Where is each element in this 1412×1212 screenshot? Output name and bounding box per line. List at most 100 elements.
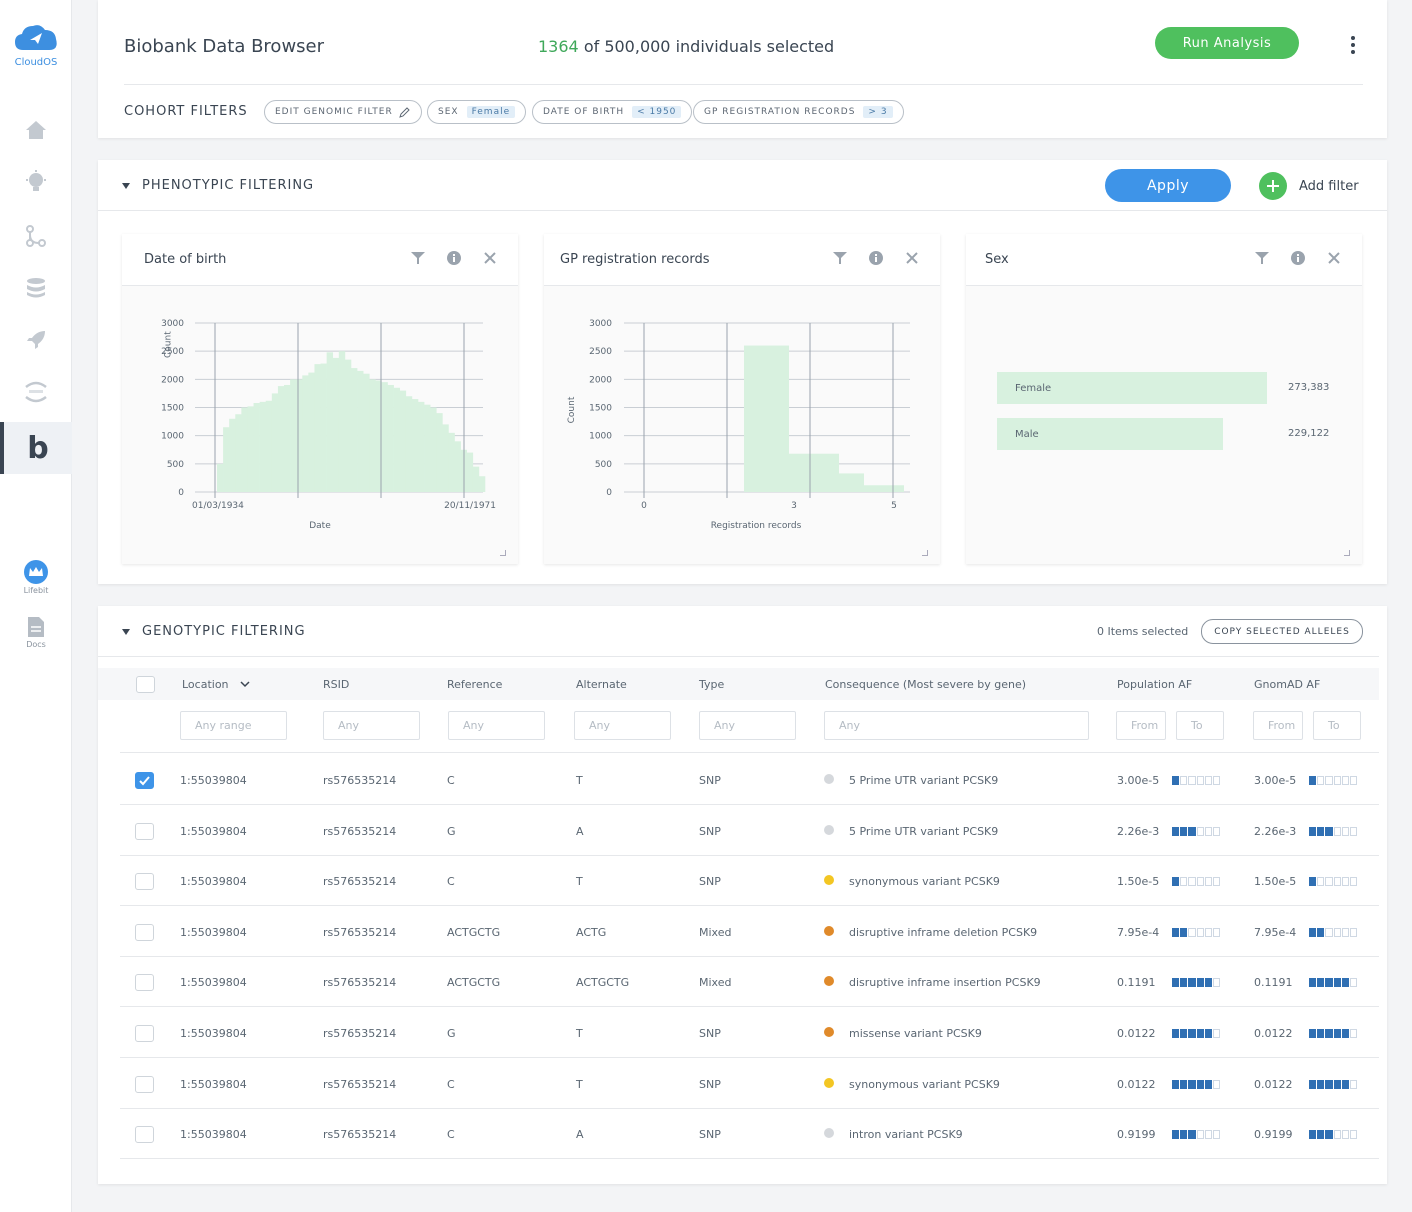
cloudos-logo[interactable]: CloudOS	[10, 22, 62, 68]
col-consequence[interactable]: Consequence (Most severe by gene)	[825, 678, 1027, 691]
consequence-filter-input[interactable]: Any	[824, 711, 1089, 740]
y-tick-label: 0	[606, 488, 612, 498]
row-checkbox[interactable]	[135, 822, 154, 840]
resize-handle-icon[interactable]	[1344, 550, 1350, 556]
pencil-icon	[398, 107, 410, 118]
cell-alt: T	[576, 875, 583, 889]
pipeline-icon[interactable]	[22, 222, 50, 250]
col-population-af[interactable]: Population AF	[1117, 678, 1193, 691]
col-alternate[interactable]: Alternate	[576, 678, 627, 691]
gnomad-af-bar	[1309, 1029, 1358, 1038]
database-icon[interactable]	[22, 274, 50, 302]
col-reference[interactable]: Reference	[447, 678, 503, 691]
sex-bar-female[interactable]: Female	[997, 372, 1267, 404]
row-divider	[120, 1158, 1379, 1160]
row-checkbox[interactable]	[135, 974, 154, 992]
panel-header: GP registration records	[544, 234, 940, 286]
af-bar-segment	[1317, 1079, 1325, 1089]
filter-icon[interactable]	[410, 250, 426, 266]
phenotypic-divider	[98, 210, 1387, 211]
chip-edit-genomic-filter[interactable]: EDIT GENOMIC FILTER	[264, 100, 422, 124]
row-checkbox[interactable]	[135, 1126, 154, 1144]
chip-sex[interactable]: SEX Female	[427, 100, 527, 124]
filter-icon[interactable]	[1254, 250, 1270, 266]
logo-text: CloudOS	[14, 57, 58, 68]
bulb-icon[interactable]	[22, 168, 50, 196]
sex-bar-male[interactable]: Male	[997, 418, 1224, 450]
run-analysis-button[interactable]: Run Analysis	[1155, 27, 1299, 59]
reference-filter-input[interactable]: Any	[448, 711, 545, 740]
location-filter-input[interactable]: Any range	[180, 711, 287, 740]
y-tick-label: 500	[167, 460, 184, 470]
histogram-bar	[290, 379, 297, 492]
cell-ref: C	[447, 1128, 455, 1142]
af-bar-segment	[1333, 776, 1341, 785]
resize-handle-icon[interactable]	[500, 550, 506, 556]
col-type[interactable]: Type	[699, 678, 725, 691]
close-icon[interactable]	[904, 250, 920, 266]
close-icon[interactable]	[482, 250, 498, 266]
close-icon[interactable]	[1326, 250, 1342, 266]
histogram-bar	[399, 390, 407, 492]
histogram-bar	[284, 384, 291, 492]
af-bar-segment	[1188, 776, 1196, 785]
cell-ref: C	[447, 1077, 455, 1091]
chevron-down-icon	[240, 681, 250, 688]
rsid-filter-input[interactable]: Any	[323, 711, 420, 740]
phenotypic-toggle[interactable]: PHENOTYPIC FILTERING	[122, 178, 314, 193]
col-location[interactable]: Location	[182, 678, 250, 691]
genotypic-toggle[interactable]: GENOTYPIC FILTERING	[122, 624, 306, 639]
resize-handle-icon[interactable]	[922, 550, 928, 556]
cell-rsid: rs576535214	[323, 875, 397, 889]
alternate-filter-input[interactable]: Any	[574, 711, 671, 740]
gnomad-af-bar	[1309, 877, 1358, 887]
population-af-from-input[interactable]: From	[1116, 711, 1166, 740]
lifebit-link[interactable]: Lifebit	[14, 560, 58, 595]
gnomad-af-from-input[interactable]: From	[1253, 711, 1303, 740]
chip-gp-registration-records[interactable]: GP REGISTRATION RECORDS > 3	[693, 100, 904, 124]
histogram-bar	[864, 485, 904, 492]
docs-link[interactable]: Docs	[14, 616, 58, 649]
jupyter-icon[interactable]	[22, 378, 50, 406]
row-checkbox[interactable]	[135, 923, 154, 941]
dob-histogram: 0 500 1000 1500 2000 2500 3000 Count 01/03/1934 2…	[161, 319, 496, 531]
type-filter-input[interactable]: Any	[699, 711, 796, 740]
af-bar-segment	[1333, 927, 1341, 937]
cell-alt: ACTG	[576, 925, 607, 939]
cell-rsid: rs576535214	[323, 824, 397, 838]
info-icon[interactable]	[868, 250, 884, 266]
copy-selected-alleles-button[interactable]: COPY SELECTED ALLELES	[1201, 619, 1363, 644]
rocket-icon[interactable]	[22, 326, 50, 354]
row-checkbox[interactable]	[135, 873, 154, 891]
af-bar-segment	[1309, 877, 1317, 887]
af-bar-segment	[1172, 776, 1180, 785]
info-icon[interactable]	[446, 250, 462, 266]
af-bar-segment	[1204, 826, 1212, 836]
row-divider	[120, 1057, 1379, 1058]
apply-button[interactable]: Apply	[1105, 169, 1231, 202]
col-rsid[interactable]: RSID	[323, 678, 350, 691]
row-checkbox[interactable]	[135, 1075, 154, 1093]
col-gnomad-af[interactable]: GnomAD AF	[1254, 678, 1321, 691]
more-options-icon[interactable]	[1351, 33, 1357, 57]
info-icon[interactable]	[1290, 250, 1306, 266]
af-bar-segment	[1196, 826, 1204, 836]
dob-panel: Date of birth 0 500 1000 1500 2000 2500 3000 Co…	[122, 234, 518, 564]
row-checkbox[interactable]	[135, 1025, 154, 1042]
histogram-bar	[387, 384, 394, 492]
af-bar-segment	[1349, 1079, 1358, 1089]
pop-af-bar	[1172, 1130, 1221, 1140]
home-icon[interactable]	[22, 116, 50, 144]
gnomad-af-to-input[interactable]: To	[1313, 711, 1361, 740]
af-bar-segment	[1325, 1029, 1333, 1038]
header-divider	[124, 84, 1363, 85]
add-filter-button[interactable]: Add filter	[1259, 172, 1359, 200]
histogram-bar	[308, 372, 315, 492]
biobank-nav-item[interactable]: b	[0, 422, 72, 474]
row-checkbox[interactable]	[135, 772, 154, 789]
chip-date-of-birth[interactable]: DATE OF BIRTH < 1950	[532, 100, 693, 124]
cell-pop-af: 0.0122	[1117, 1027, 1156, 1040]
filter-icon[interactable]	[832, 250, 848, 266]
population-af-to-input[interactable]: To	[1176, 711, 1224, 740]
select-all-checkbox[interactable]	[136, 676, 155, 693]
